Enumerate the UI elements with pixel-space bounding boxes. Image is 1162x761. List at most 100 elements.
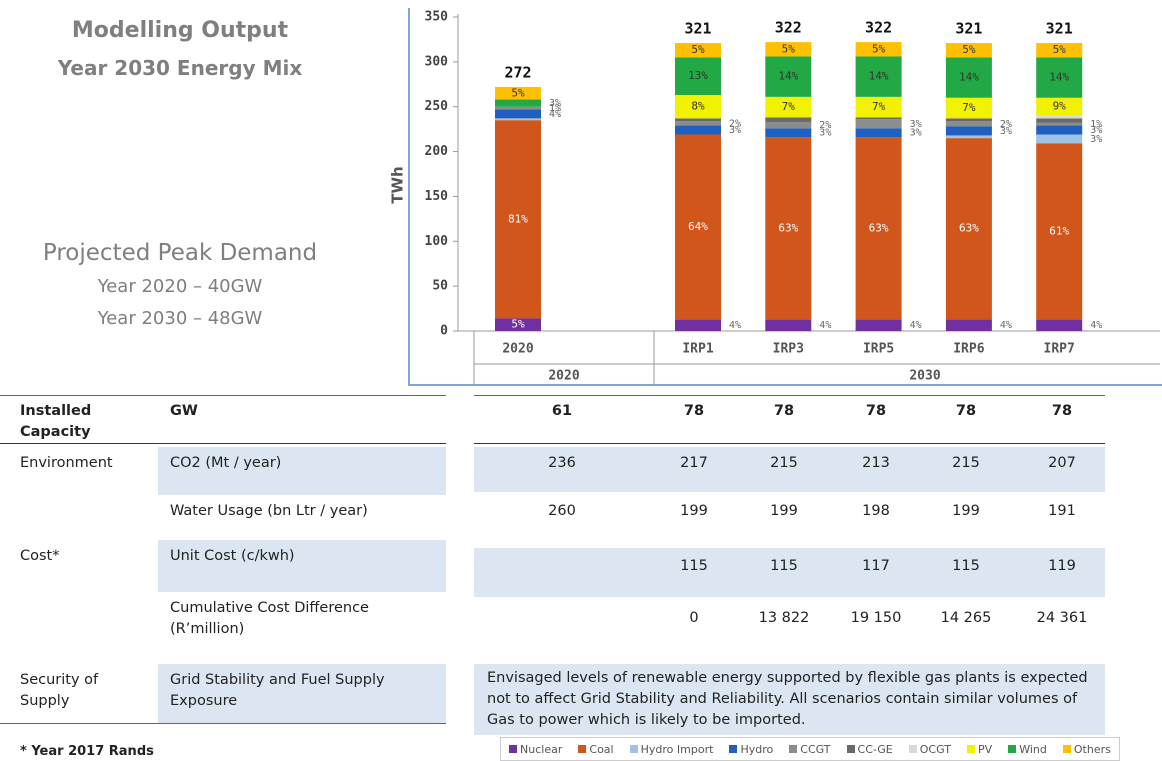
cell-value: 260 (548, 503, 576, 519)
bar-segment (675, 118, 721, 122)
cell-value: 199 (770, 503, 798, 519)
row-metric: GW (170, 403, 198, 419)
bar-segment (855, 56, 902, 97)
share-label: 5% (872, 42, 886, 55)
footnote: * Year 2017 Rands (20, 744, 154, 759)
metric-shade (158, 540, 446, 592)
cell-value: 78 (683, 403, 705, 419)
x-tick-label: IRP6 (953, 342, 984, 357)
share-label: 7% (872, 100, 886, 113)
security-note: Envisaged levels of renewable energy sup… (487, 670, 1088, 728)
share-label: 7% (782, 100, 796, 113)
bar-segment (855, 128, 902, 138)
share-label: 5% (782, 42, 796, 55)
share-label: 7% (962, 101, 976, 114)
legend-swatch (846, 745, 855, 753)
share-label: 14% (959, 71, 979, 84)
legend-item: PV (967, 743, 992, 756)
x-tick-label: IRP1 (682, 342, 713, 357)
total-label: 322 (865, 19, 892, 37)
legend-item: Wind (1008, 743, 1047, 756)
share-label: 9% (1053, 100, 1067, 113)
bar-segment (765, 96, 812, 118)
cell-value: 115 (770, 558, 798, 574)
bar-segment (1036, 319, 1083, 331)
bar-segment (855, 42, 902, 57)
bar-segment (945, 118, 992, 122)
share-label: 14% (1049, 71, 1069, 84)
y-axis-label: TWh (389, 166, 407, 203)
y-tick-label: 350 (425, 10, 449, 25)
bar-segment (495, 86, 541, 100)
group-label: 2020 (548, 369, 579, 384)
share-label: 3% (819, 128, 831, 139)
cell-value: 115 (680, 558, 708, 574)
share-label: 5% (1053, 43, 1067, 56)
legend-item: Coal (578, 742, 614, 756)
share-label: 63% (959, 222, 979, 235)
legend-item: CC-GE (846, 743, 893, 756)
rule (0, 395, 446, 396)
cell-value: 215 (770, 455, 798, 471)
row-metric: Cumulative Cost Difference (R’million) (170, 600, 369, 637)
bar-segment (675, 134, 721, 320)
row-metric: CO2 (Mt / year) (170, 455, 282, 471)
legend-swatch (729, 745, 738, 753)
x-tick-label: IRP5 (863, 342, 894, 357)
share-label: 3% (1090, 134, 1102, 145)
cell-value: 199 (952, 503, 980, 519)
legend-swatch (908, 745, 917, 753)
bar-segment (1036, 115, 1083, 119)
value-shade (474, 548, 1105, 597)
share-label: 4% (549, 109, 561, 120)
share-label: 3% (549, 98, 561, 109)
cell-value: 78 (773, 403, 795, 419)
cell-value: 14 265 (940, 610, 992, 626)
legend-swatch (578, 745, 587, 753)
legend-item: Hydro (729, 743, 773, 756)
value-shade (474, 664, 1105, 735)
share-label: 4% (819, 320, 831, 331)
legend: Nuclear Coal Hydro Import Hydro CCGT CC-GE OCG… (500, 737, 1120, 761)
share-label: 5% (511, 86, 525, 99)
share-label: 3% (1000, 126, 1012, 137)
cell-value: 117 (862, 558, 890, 574)
bar-segment (675, 319, 721, 331)
legend-label: Others (1073, 742, 1111, 756)
x-tick-label: IRP7 (1044, 342, 1075, 357)
bar-segment (495, 109, 541, 119)
share-label: 2% (729, 118, 741, 129)
legend-item: Others (1062, 742, 1111, 756)
bar-segment (495, 106, 541, 110)
legend-swatch (789, 745, 798, 753)
legend-label: PV (978, 742, 993, 756)
bar-segment (945, 319, 992, 331)
cell-value: 78 (1051, 403, 1073, 419)
row-metric: Unit Cost (c/kwh) (170, 548, 295, 564)
legend-label: Coal (589, 742, 614, 756)
bar-segment (675, 95, 721, 119)
bar-segment (765, 117, 812, 122)
bar-segment (945, 121, 992, 127)
chart: TWh 05010015020025030035020205%81%4%1%3%… (389, 8, 1162, 386)
cell-value: 207 (1048, 455, 1076, 471)
rule (0, 443, 446, 444)
share-label: 4% (1000, 320, 1012, 331)
share-label: 1% (549, 103, 561, 114)
total-label: 321 (955, 20, 982, 38)
legend-item: Hydro Import (629, 743, 713, 756)
bar-segment (765, 128, 812, 138)
cell-value: 24 361 (1036, 610, 1088, 626)
legend-item: Nuclear (509, 743, 562, 756)
legend-swatch (509, 745, 518, 753)
bar-segment (945, 138, 992, 320)
bar-segment (855, 137, 902, 320)
share-label: 64% (688, 220, 708, 233)
bar-segment (945, 126, 992, 136)
bar-segment (675, 43, 721, 58)
row-group: Cost* (20, 548, 60, 564)
bar-segment (855, 319, 902, 331)
bar-segment (1036, 43, 1083, 58)
cell-value: 215 (952, 455, 980, 471)
